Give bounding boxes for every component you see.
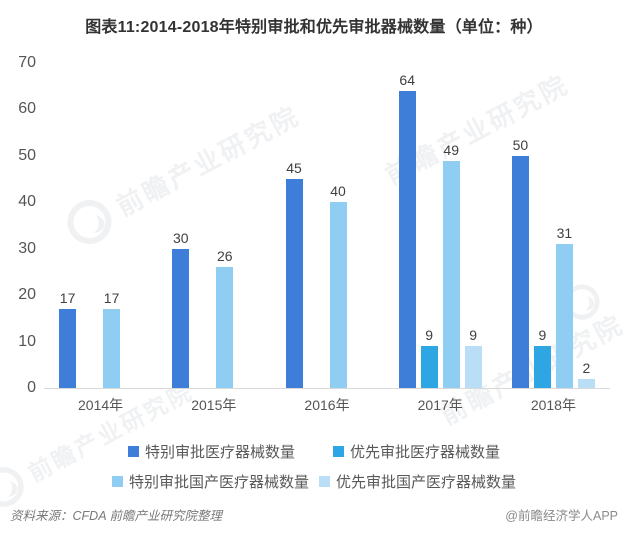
bar-value-label: 31: [556, 225, 573, 241]
bar-group-2015: 30 26: [157, 63, 270, 388]
legend-item-label: 特别审批医疗器械数量: [144, 444, 295, 461]
y-axis-tick-label: 0: [27, 379, 36, 396]
x-axis: 2014年 2015年 2016年 2017年 2018年: [44, 395, 610, 415]
footer: 资料来源：CFDA 前瞻产业研究院整理 @前瞻经济学人APP: [0, 505, 628, 524]
bar-group-2017: 64 9 49 9: [384, 63, 497, 388]
bar-slot: [238, 63, 255, 388]
y-axis-tick-label: 50: [18, 147, 36, 164]
bar-value-label: 9: [469, 327, 478, 343]
source-note: 资料来源：CFDA 前瞻产业研究院整理: [10, 509, 223, 523]
bar-slot: 2: [577, 63, 595, 388]
bar: [420, 346, 438, 388]
bar-slot: 40: [329, 63, 347, 388]
y-axis: 0 10 20 30 40 50 60 70: [0, 54, 38, 396]
legend-item: 特别审批国产医疗器械数量: [111, 471, 309, 492]
bar: [398, 91, 416, 388]
bar-slot: 30: [172, 63, 190, 388]
bar-value-label: 64: [399, 72, 415, 88]
bar-value-label: 9: [538, 327, 547, 343]
x-axis-tick-label: 2014年: [78, 397, 124, 413]
legend-item-label: 特别审批国产医疗器械数量: [128, 474, 309, 491]
bar: [59, 309, 77, 388]
bar: [577, 379, 595, 388]
bar-value-label: 40: [330, 183, 346, 199]
bar-slot: [125, 63, 142, 388]
bar-value-label: 30: [173, 230, 189, 246]
bar-value-label: 2: [582, 360, 591, 376]
bar: [216, 267, 234, 388]
legend-item: 优先审批医疗器械数量: [333, 441, 500, 462]
bar: [511, 156, 529, 388]
y-axis-tick-label: 70: [18, 54, 36, 71]
x-axis-tick-label: 2018年: [530, 397, 576, 413]
bar: [172, 249, 190, 388]
bar-value-label: 17: [59, 290, 76, 306]
bar-slot: [352, 63, 369, 388]
bar-slot: 26: [216, 63, 234, 388]
bar-value-label: 49: [443, 142, 459, 158]
legend-marker-icon: [319, 476, 330, 487]
bar-slot: 9: [533, 63, 551, 388]
bar-slot: 9: [464, 63, 482, 388]
x-axis-tick-label: 2015年: [191, 397, 237, 413]
chart-title: 图表11:2014-2018年特别审批和优先审批器械数量（单位：种）: [85, 19, 543, 36]
bar: [285, 179, 303, 388]
legend-item: 特别审批医疗器械数量: [127, 441, 295, 462]
legend-marker-icon: [127, 446, 139, 457]
bar-slot: 64: [398, 63, 416, 388]
bar-group-2014: 17 17: [44, 63, 157, 388]
legend: 特别审批医疗器械数量 优先审批医疗器械数量特别审批国产医疗器械数量 优先审批国产医疗…: [0, 441, 628, 492]
bar-value-label: 9: [425, 327, 434, 343]
bar: [533, 346, 551, 388]
bar-slot: 45: [285, 63, 303, 388]
legend-marker-icon: [333, 446, 344, 457]
legend-row: 特别审批医疗器械数量 优先审批医疗器械数量: [127, 441, 500, 462]
bar-slot: [81, 63, 98, 388]
bar-value-label: 26: [217, 248, 233, 264]
bar-slot: [308, 63, 325, 388]
bar: [464, 346, 482, 388]
bar: [555, 244, 573, 388]
bar-value-label: 50: [512, 137, 529, 153]
legend-item: 优先审批国产医疗器械数量: [319, 471, 516, 492]
legend-item-label: 优先审批国产医疗器械数量: [336, 474, 517, 491]
bar: [103, 309, 121, 388]
x-axis-tick-label: 2016年: [304, 397, 350, 413]
bar-slot: 17: [59, 63, 77, 388]
y-axis-tick-label: 30: [18, 240, 36, 257]
x-axis-tick-label: 2017年: [417, 397, 463, 413]
bar-value-label: 17: [103, 290, 120, 306]
plot-area: 17 17 30 26 45 40 64 9 49 9 50 9 31 2: [44, 63, 610, 389]
bar-slot: [194, 63, 211, 388]
bar: [329, 202, 347, 388]
bar-slot: 9: [420, 63, 438, 388]
bar-slot: 31: [555, 63, 573, 388]
y-axis-tick-label: 60: [18, 100, 36, 117]
bar-group-2016: 45 40: [270, 63, 383, 388]
legend-item-label: 优先审批医疗器械数量: [350, 444, 501, 461]
legend-row: 特别审批国产医疗器械数量 优先审批国产医疗器械数量: [111, 471, 516, 492]
y-axis-tick-label: 40: [18, 193, 36, 210]
y-axis-tick-label: 20: [18, 286, 36, 303]
bar-slot: 50: [511, 63, 529, 388]
y-axis-tick-label: 10: [18, 333, 36, 350]
bar: [442, 161, 460, 388]
bar-slot: 17: [103, 63, 121, 388]
legend-marker-icon: [111, 476, 123, 487]
bar-group-2018: 50 9 31 2: [497, 63, 610, 388]
bar-slot: 49: [442, 63, 460, 388]
bar-value-label: 45: [286, 160, 302, 176]
credit-note: @前瞻经济学人APP: [505, 509, 618, 523]
